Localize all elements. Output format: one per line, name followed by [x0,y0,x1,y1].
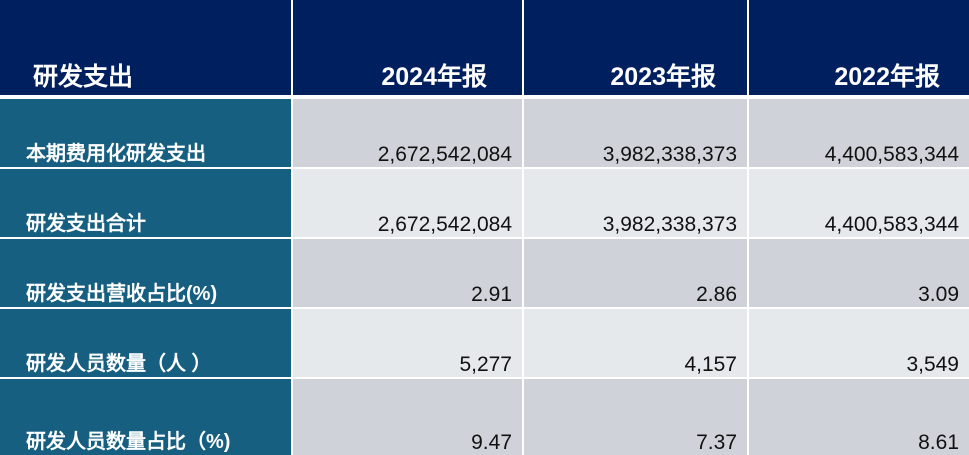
cell-2022: 3.09 [749,239,969,307]
cell-2022: 4,400,583,344 [749,99,969,167]
header-title: 研发支出 [0,0,291,95]
cell-2023: 4,157 [524,309,747,377]
cell-2023: 3,982,338,373 [524,169,747,237]
cell-2024: 2,672,542,084 [293,169,522,237]
table-header: 研发支出 2024年报 2023年报 2022年报 [0,0,969,95]
row-label: 研发人员数量（人 ） [0,309,291,377]
cell-2024: 2,672,542,084 [293,99,522,167]
header-2022: 2022年报 [749,0,969,95]
cell-2024: 9.47 [293,379,522,455]
cell-2023: 3,982,338,373 [524,99,747,167]
cell-2022: 3,549 [749,309,969,377]
cell-2024: 5,277 [293,309,522,377]
cell-2023: 7.37 [524,379,747,455]
header-2024: 2024年报 [293,0,522,95]
row-label: 研发人员数量占比（%) [0,379,291,455]
row-label: 研发支出营收占比(%) [0,239,291,307]
table-row: 本期费用化研发支出 2,672,542,084 3,982,338,373 4,… [0,99,969,167]
cell-2022: 4,400,583,344 [749,169,969,237]
row-label: 本期费用化研发支出 [0,99,291,167]
table-row: 研发人员数量（人 ） 5,277 4,157 3,549 [0,309,969,377]
cell-2023: 2.86 [524,239,747,307]
row-label: 研发支出合计 [0,169,291,237]
cell-2022: 8.61 [749,379,969,455]
cell-2024: 2.91 [293,239,522,307]
table-row: 研发支出营收占比(%) 2.91 2.86 3.09 [0,239,969,307]
header-2023: 2023年报 [524,0,747,95]
table-row: 研发支出合计 2,672,542,084 3,982,338,373 4,400… [0,169,969,237]
table-row: 研发人员数量占比（%) 9.47 7.37 8.61 [0,379,969,455]
